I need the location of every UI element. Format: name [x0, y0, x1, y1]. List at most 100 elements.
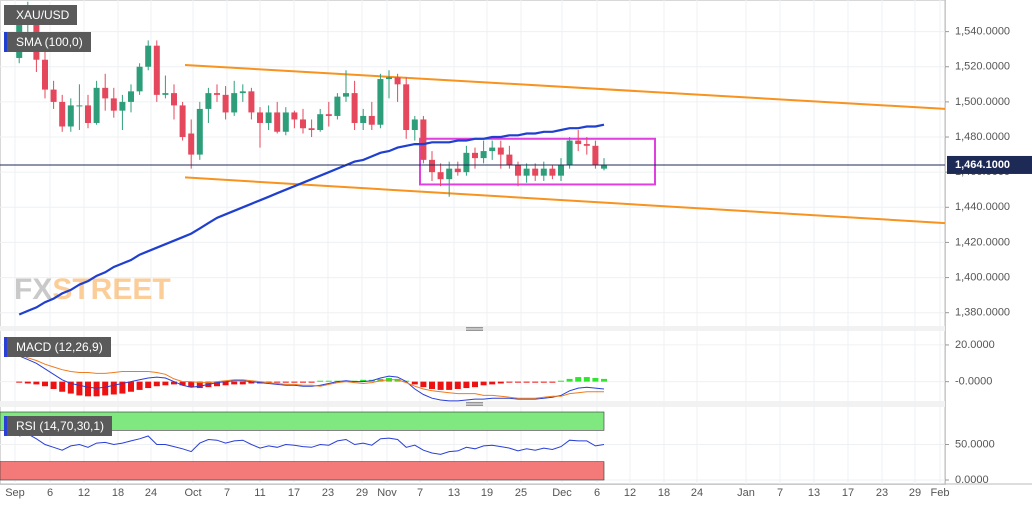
macd-histogram-bar	[480, 381, 487, 386]
candle-body	[420, 119, 427, 160]
macd-histogram-bar	[575, 377, 582, 382]
x-tick-label: 23	[876, 487, 888, 499]
macd-histogram-bar	[446, 381, 453, 390]
rsi-zone	[0, 411, 605, 431]
candle-body	[463, 152, 470, 173]
x-tick-label: Nov	[377, 487, 397, 499]
candle-body	[489, 147, 496, 152]
candle-body	[506, 154, 513, 166]
candle-body	[343, 93, 349, 97]
candle-body	[532, 168, 539, 176]
macd-histogram-bar	[489, 381, 496, 385]
candle-body	[411, 119, 418, 130]
macd-histogram-bar	[67, 381, 74, 394]
macd-histogram-bar	[153, 381, 160, 387]
x-tick-label: 13	[448, 487, 460, 499]
sma-label[interactable]: SMA (100,0)	[4, 32, 91, 52]
candle-body	[437, 172, 444, 180]
x-tick-label: 12	[78, 487, 90, 499]
candle-body	[549, 168, 556, 176]
macd-histogram-bar	[24, 381, 31, 384]
macd-histogram-bar	[33, 381, 40, 385]
macd-histogram-bar	[102, 381, 109, 396]
rsi-zone	[0, 461, 605, 481]
candle-body	[300, 119, 306, 129]
candle-body	[102, 87, 109, 99]
macd-histogram-bar	[566, 378, 573, 382]
x-tick-label: 17	[842, 487, 854, 499]
candle-body	[515, 165, 521, 176]
y-tick-label: 1,500.0000	[955, 96, 1010, 108]
x-tick-label: 7	[417, 487, 423, 499]
x-tick-label: 7	[777, 487, 783, 499]
macd-histogram-bar	[540, 381, 547, 383]
macd-histogram-bar	[179, 381, 186, 386]
pane-separator	[0, 326, 945, 331]
y-tick-label: 1,440.0000	[955, 201, 1010, 213]
candle-body	[317, 114, 324, 130]
macd-histogram-bar	[463, 381, 470, 389]
macd-histogram-bar	[360, 379, 367, 382]
macd-histogram-bar	[515, 381, 521, 383]
x-tick-label: 7	[224, 487, 230, 499]
last-price-box	[947, 155, 1032, 174]
symbol-label[interactable]: XAU/USD	[4, 5, 78, 25]
trendline	[184, 176, 946, 225]
candle-body	[601, 164, 607, 169]
x-tick-label: 6	[594, 487, 600, 499]
y-tick-label: 50.0000	[955, 438, 995, 450]
x-tick-label: 23	[322, 487, 334, 499]
candle-body	[231, 93, 238, 113]
candle-body	[308, 128, 315, 130]
macd-histogram-bar	[317, 380, 324, 382]
rsi-label[interactable]: RSI (14,70,30,1)	[4, 416, 113, 436]
candle-body	[592, 145, 599, 166]
macd-histogram-bar	[308, 381, 315, 383]
rsi-line	[19, 433, 605, 455]
sma-line	[18, 123, 605, 316]
macd-histogram-bar	[523, 381, 530, 383]
candle-body	[282, 112, 289, 132]
x-tick-label: 29	[909, 487, 921, 499]
candle-body	[291, 112, 298, 120]
candle-body	[497, 147, 504, 155]
candle-body	[583, 144, 590, 146]
macd-histogram-bar	[532, 381, 539, 383]
candle-body	[274, 112, 281, 132]
x-tick-label: 29	[356, 487, 368, 499]
macd-histogram-bar	[76, 381, 83, 396]
macd-histogram-bar	[188, 381, 195, 388]
y-tick-label: 20.0000	[955, 339, 995, 351]
y-tick-label: 1,480.0000	[955, 131, 1010, 143]
candle-body	[558, 165, 564, 176]
candle-body	[110, 98, 117, 111]
candle-body	[93, 87, 100, 123]
macd-histogram-bar	[325, 380, 332, 382]
candle-body	[523, 168, 530, 176]
trendline	[184, 64, 946, 110]
macd-histogram-bar	[231, 381, 238, 385]
macd-histogram-bar	[454, 381, 461, 389]
candle-body	[205, 93, 212, 109]
x-tick-label: 17	[288, 487, 300, 499]
macd-histogram-bar	[420, 381, 427, 388]
x-tick-label: 13	[808, 487, 820, 499]
macd-histogram-bar	[248, 381, 255, 384]
candle-body	[480, 151, 487, 159]
macd-histogram-bar	[549, 381, 556, 383]
candle-body	[188, 133, 195, 155]
macd-histogram-bar	[145, 381, 152, 389]
macd-histogram-bar	[50, 381, 57, 389]
macd-histogram-bar	[196, 381, 203, 389]
x-tick-label: 11	[254, 487, 265, 499]
macd-label[interactable]: MACD (12,26,9)	[4, 337, 111, 357]
candle-body	[325, 114, 332, 116]
x-tick-label: 12	[624, 487, 636, 499]
y-tick-label: 1,400.0000	[955, 271, 1010, 283]
candle-body	[351, 93, 358, 123]
candle-body	[446, 168, 453, 180]
macd-histogram-bar	[437, 381, 444, 390]
x-tick-label: Dec	[552, 487, 572, 499]
macd-histogram-bar	[583, 377, 590, 382]
